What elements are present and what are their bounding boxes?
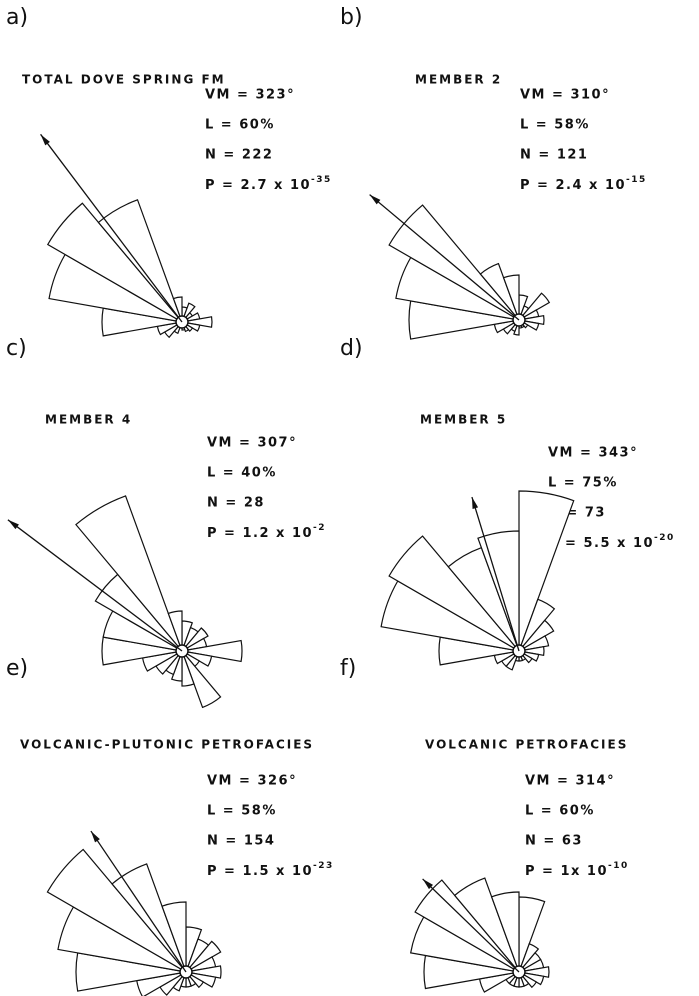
petal bbox=[518, 292, 551, 321]
arrow-head bbox=[422, 878, 434, 890]
petal bbox=[388, 535, 520, 652]
petal bbox=[46, 202, 183, 323]
vector-mean-arrow bbox=[90, 830, 187, 973]
panel: e) VOLCANIC-PLUTONIC PETROFACIES VM = 326°… bbox=[6, 656, 334, 996]
stat: L = 58% bbox=[520, 118, 590, 133]
petal bbox=[181, 627, 209, 652]
petal bbox=[518, 943, 540, 973]
panel-label: f) bbox=[340, 656, 356, 681]
p-stat: P = 1x 10-10 bbox=[525, 861, 629, 879]
petal bbox=[453, 877, 520, 973]
panel-title: VOLCANIC PETROFACIES bbox=[425, 738, 628, 752]
stat: L = 58% bbox=[207, 804, 277, 819]
petal bbox=[181, 650, 195, 687]
petal bbox=[181, 639, 243, 663]
petal bbox=[518, 598, 556, 652]
vector-mean-arrow bbox=[422, 878, 520, 973]
arrow-head bbox=[7, 519, 19, 530]
petal bbox=[518, 490, 575, 652]
p-label: P = 2.4 x 10 bbox=[520, 178, 626, 193]
arrow-head bbox=[471, 497, 479, 510]
petal bbox=[181, 650, 222, 709]
p-exponent: -20 bbox=[654, 533, 675, 543]
stat: L = 75% bbox=[548, 476, 618, 491]
p-label: P = 1x 10 bbox=[525, 864, 608, 879]
panel-label: c) bbox=[6, 336, 27, 361]
p-exponent: -15 bbox=[626, 175, 647, 185]
petal bbox=[518, 635, 550, 652]
petal bbox=[185, 940, 222, 973]
p-label: P = 1.2 x 10 bbox=[207, 526, 313, 541]
petal bbox=[185, 965, 222, 979]
stat: N = 63 bbox=[525, 834, 583, 849]
p-stat: P = 2.4 x 10-15 bbox=[520, 175, 647, 193]
p-exponent: -2 bbox=[313, 523, 326, 533]
stat: L = 60% bbox=[525, 804, 595, 819]
p-stat: P = 1.5 x 10-23 bbox=[207, 861, 334, 879]
stat: N = 154 bbox=[207, 834, 275, 849]
vector-mean-arrow bbox=[40, 133, 183, 323]
p-exponent: -35 bbox=[311, 175, 332, 185]
panel: f) VOLCANIC PETROFACIES VM = 314° L = 60% N … bbox=[340, 656, 629, 993]
petal bbox=[75, 495, 183, 652]
petal bbox=[490, 891, 520, 973]
petal bbox=[479, 262, 520, 321]
panel: b) MEMBER 2 VM = 310° L = 58% N = 121 P = 2.4… bbox=[340, 5, 647, 340]
panel-title: TOTAL DOVE SPRING FM bbox=[22, 73, 226, 87]
panel-title: MEMBER 5 bbox=[420, 413, 507, 427]
stat: VM = 310° bbox=[520, 88, 610, 103]
p-label: P = 2.7 x 10 bbox=[205, 178, 311, 193]
p-stat: P = 1.2 x 10-2 bbox=[207, 523, 326, 541]
p-label: P = 5.5 x 10 bbox=[548, 536, 654, 551]
panel: c) MEMBER 4 VM = 307° L = 40% N = 28 P = 1.2 … bbox=[6, 336, 326, 709]
petal bbox=[181, 316, 213, 328]
petal bbox=[502, 274, 520, 321]
p-exponent: -10 bbox=[608, 861, 629, 871]
petal bbox=[518, 619, 555, 652]
panel-label: d) bbox=[340, 336, 363, 361]
petal bbox=[167, 610, 183, 652]
stat: VM = 343° bbox=[548, 446, 638, 461]
p-stat: P = 2.7 x 10-35 bbox=[205, 175, 332, 193]
vector-mean-arrow bbox=[369, 194, 520, 321]
arrow-head bbox=[40, 134, 50, 146]
petal bbox=[518, 966, 550, 978]
stat: VM = 307° bbox=[207, 436, 297, 451]
p-exponent: -23 bbox=[313, 861, 334, 871]
petal bbox=[518, 645, 545, 657]
stat: L = 60% bbox=[205, 118, 275, 133]
panel-title: VOLCANIC-PLUTONIC PETROFACIES bbox=[20, 738, 314, 752]
stat: VM = 314° bbox=[525, 774, 615, 789]
petal bbox=[46, 848, 187, 973]
petal bbox=[477, 530, 520, 652]
stat: N = 121 bbox=[520, 148, 588, 163]
stat: VM = 323° bbox=[205, 88, 295, 103]
vector-mean-arrow bbox=[7, 519, 183, 652]
stat: VM = 326° bbox=[207, 774, 297, 789]
p-stat: P = 5.5 x 10-20 bbox=[548, 533, 675, 551]
panel-title: MEMBER 2 bbox=[415, 73, 502, 87]
panel-label: e) bbox=[6, 656, 28, 681]
stat: N = 222 bbox=[205, 148, 273, 163]
stat: L = 40% bbox=[207, 466, 277, 481]
stat: N = 28 bbox=[207, 496, 265, 511]
p-label: P = 1.5 x 10 bbox=[207, 864, 313, 879]
panel: d)MEMBER 5VM = 343°L = 75%N = 73P = 5.5 … bbox=[340, 336, 675, 671]
vector-mean-arrow bbox=[471, 496, 520, 652]
arrow-head bbox=[369, 194, 381, 205]
petal bbox=[97, 199, 183, 323]
panel-title: MEMBER 4 bbox=[45, 413, 132, 427]
panel-label: a) bbox=[6, 5, 28, 30]
petal bbox=[161, 901, 187, 973]
petal bbox=[518, 314, 545, 326]
petal bbox=[414, 879, 520, 973]
arrow-head bbox=[90, 831, 100, 843]
panel-label: b) bbox=[340, 5, 363, 30]
